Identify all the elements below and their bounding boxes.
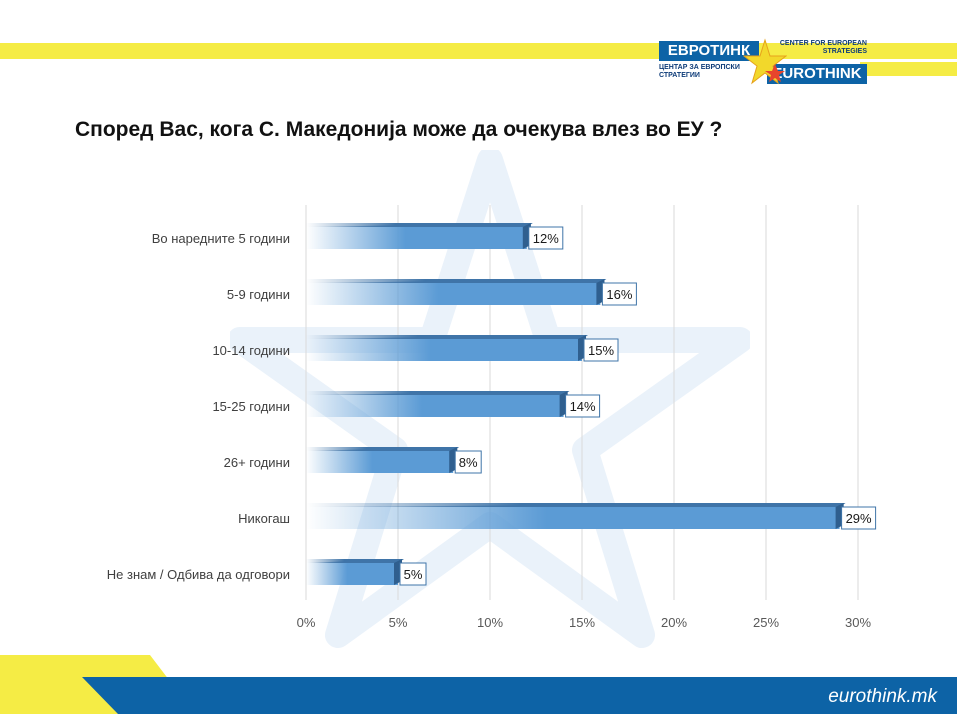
logo-star-icon (743, 38, 787, 85)
bar (306, 283, 601, 305)
logo-latin-sub: CENTER FOR EUROPEAN STRATEGIES (779, 40, 867, 55)
bar-top-band (306, 279, 605, 283)
bar (306, 507, 840, 529)
category-label: 15-25 години (212, 399, 290, 414)
x-tick-label: 30% (845, 615, 871, 630)
logo-latin: EUROTHINK (767, 64, 867, 84)
footer-url: eurothink.mk (828, 686, 937, 707)
data-label: 5% (404, 567, 423, 582)
data-label: 8% (459, 455, 478, 470)
bar-top-band (306, 335, 586, 339)
bar-top-band (306, 447, 458, 451)
data-label-box (583, 338, 619, 362)
bar-top-band (306, 223, 531, 227)
data-label-box (454, 450, 482, 474)
data-label-box (565, 394, 601, 418)
logo-cyrillic: ЕВРОТИНК (659, 41, 759, 61)
x-tick-label: 25% (753, 615, 779, 630)
data-label: 12% (533, 231, 559, 246)
data-label-box (399, 562, 427, 586)
bar (306, 395, 564, 417)
eurothink-logo: ЕВРОТИНК ЦЕНТАР ЗА ЕВРОПСКИ СТРАТЕГИИ CE… (655, 36, 870, 88)
top-stripe-right (860, 62, 957, 76)
data-label-box (528, 226, 564, 250)
bar-top-band (306, 503, 844, 507)
data-label: 16% (606, 287, 632, 302)
x-tick-label: 0% (297, 615, 316, 630)
footer-band (0, 655, 957, 714)
logo-cyrillic-sub: ЦЕНТАР ЗА ЕВРОПСКИ СТРАТЕГИИ (659, 64, 740, 79)
x-tick-label: 5% (389, 615, 408, 630)
x-tick-label: 20% (661, 615, 687, 630)
bar (306, 339, 582, 361)
category-label: 5-9 години (227, 287, 290, 302)
chart-title: Според Вас, кога С. Македонија може да о… (75, 118, 723, 141)
bar (306, 451, 454, 473)
category-label: Не знам / Одбива да одговори (107, 567, 290, 582)
data-label: 15% (588, 343, 614, 358)
data-label-box (841, 506, 877, 530)
bar (306, 563, 398, 585)
bar-top-band (306, 391, 568, 395)
x-tick-label: 10% (477, 615, 503, 630)
category-label: Никогаш (238, 511, 290, 526)
category-label: 26+ години (224, 455, 290, 470)
category-label: Во наредните 5 години (152, 231, 290, 246)
category-label: 10-14 години (212, 343, 290, 358)
bar-top-band (306, 559, 402, 563)
data-label-box (601, 282, 637, 306)
x-tick-label: 15% (569, 615, 595, 630)
bar (306, 227, 527, 249)
data-label: 14% (570, 399, 596, 414)
data-label: 29% (846, 511, 872, 526)
